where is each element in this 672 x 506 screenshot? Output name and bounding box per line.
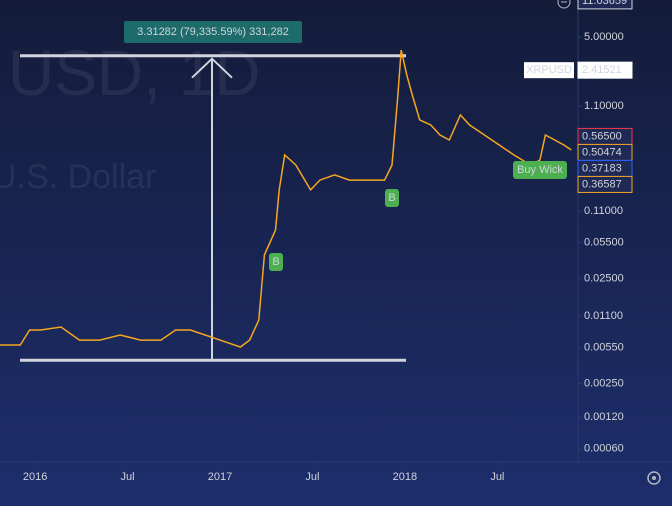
price-label: 2.41521 — [582, 64, 622, 76]
measure-arrowhead — [191, 57, 233, 79]
y-tick-label: 0.00550 — [584, 342, 624, 354]
y-tick-label: 0.11000 — [584, 205, 623, 217]
watermark-subtitle: U.S. Dollar — [0, 158, 156, 196]
x-tick-label: 2018 — [393, 471, 417, 483]
x-tick-label: 2016 — [23, 471, 47, 483]
y-tick-label: 0.00060 — [584, 443, 624, 455]
signal-label: Buy Wick — [517, 164, 563, 176]
price-label: 0.37183 — [582, 162, 622, 174]
price-label: 11.03659 — [582, 0, 627, 7]
x-tick-label: Jul — [305, 471, 319, 483]
signal-label: B — [272, 256, 279, 268]
price-label-bg — [577, 175, 633, 193]
add-icon[interactable] — [557, 0, 571, 9]
measure-label: 3.31282 (79,335.59%) 331,282 — [137, 26, 289, 38]
signal-label: B — [388, 192, 395, 204]
watermark: USD, 1D — [8, 37, 261, 109]
price-label-bg — [577, 61, 633, 79]
y-tick-label: 5.00000 — [584, 31, 624, 43]
x-tick-label: Jul — [490, 471, 504, 483]
price-line — [0, 49, 572, 348]
signal-label-bg — [269, 253, 283, 271]
price-label: 0.36587 — [582, 178, 622, 190]
measure-label-bg — [124, 21, 302, 43]
y-tick-label: 0.02500 — [584, 273, 624, 285]
y-tick-label: 0.00120 — [584, 411, 624, 423]
x-tick-label: 2017 — [208, 471, 232, 483]
y-tick-label: 0.01100 — [584, 310, 623, 322]
price-label-bg — [577, 0, 633, 10]
signal-label-bg — [513, 161, 567, 179]
y-tick-label: 0.05500 — [584, 237, 624, 249]
settings-icon[interactable] — [647, 471, 661, 485]
price-label: 0.50474 — [582, 146, 622, 158]
signal-label-bg — [385, 189, 399, 207]
y-tick-label: 0.00250 — [584, 378, 624, 390]
x-tick-label: Jul — [121, 471, 135, 483]
price-label: 0.56500 — [582, 130, 622, 142]
symbol-label-bg — [524, 62, 574, 79]
y-tick-label: 1.10000 — [584, 100, 624, 112]
symbol-label: XRPUSD — [526, 64, 572, 76]
